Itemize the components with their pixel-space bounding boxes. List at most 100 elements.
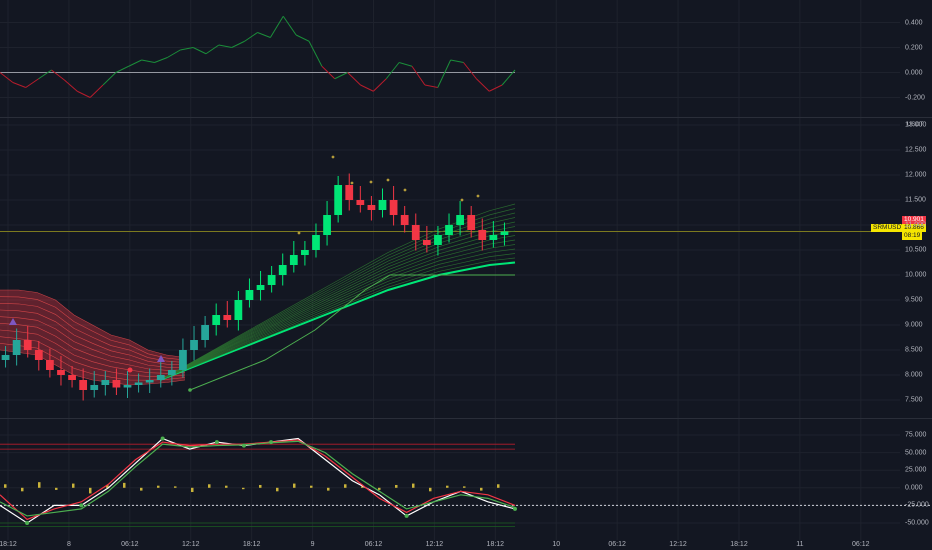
histogram-bar [140, 487, 143, 491]
y-tick-label: -50.000 [905, 519, 929, 527]
stop-line [189, 274, 515, 391]
green-ribbon-line [159, 203, 516, 381]
stochastic-line [0, 439, 516, 521]
y-tick-label: 8.000 [905, 371, 923, 379]
x-tick-label: 06:12 [364, 541, 383, 548]
y-tick-label: 11.000 [905, 221, 926, 229]
x-tick-label: 06:12 [121, 541, 139, 548]
histogram-bar [395, 484, 398, 488]
candle-body [345, 185, 354, 200]
oscillator-segment [476, 78, 490, 92]
green-ribbon-line [159, 239, 516, 381]
oscillator-segment [373, 78, 387, 92]
candle-body [34, 350, 43, 360]
candle-body [445, 225, 453, 235]
oscillator-segment [102, 72, 117, 86]
histogram-bar [21, 487, 24, 492]
histogram-bar [157, 485, 160, 488]
stop-dot [188, 388, 192, 392]
x-tick-label: 18:12 [242, 541, 261, 548]
x-tick-label: 9 [310, 541, 315, 548]
oscillator-segment [154, 57, 168, 63]
candle-body [145, 380, 154, 383]
histogram-bar [72, 483, 75, 488]
candle-body [23, 340, 32, 350]
candle-body [212, 315, 221, 325]
candle-body [489, 235, 498, 240]
symbol-badge: SRMUSDT [871, 224, 908, 232]
signal-dot [369, 180, 373, 184]
oscillator-segment [192, 47, 207, 55]
histogram-bar [497, 484, 500, 488]
candle-body [12, 340, 21, 355]
candle-body [356, 200, 365, 205]
green-ribbon-line [159, 230, 516, 381]
oscillator-segment [64, 79, 78, 92]
signal-dot [386, 178, 390, 182]
histogram-bar [463, 486, 466, 488]
x-tick-label: 11 [796, 541, 804, 548]
oscillator-segment [89, 84, 104, 98]
stochastic-line [0, 437, 516, 524]
candle-body [256, 285, 265, 290]
green-ribbon-line [159, 248, 516, 381]
green-ribbon-line [159, 226, 516, 381]
candle-body [79, 380, 88, 390]
histogram-bar [259, 484, 262, 488]
candle-body [134, 382, 143, 385]
cross-dot [404, 513, 409, 518]
oscillator-segment [463, 62, 477, 80]
oscillator-segment [77, 90, 91, 98]
oscillator-segment [321, 65, 336, 80]
candle-body [323, 215, 331, 235]
buy-signal-triangle [9, 318, 17, 325]
y-tick-label: 0.000 [905, 484, 923, 492]
histogram-bar [89, 487, 92, 494]
candle-body [46, 360, 54, 370]
candle-body [57, 370, 65, 375]
y-tick-label: 10.500 [905, 246, 927, 254]
price-badge: 10.901 [902, 216, 926, 224]
candle-body [267, 275, 276, 285]
oscillator-segment [334, 72, 348, 80]
candle-body [234, 300, 243, 320]
green-ribbon-line [159, 221, 516, 381]
green-ribbon-line [159, 244, 516, 381]
candle-body [278, 265, 287, 275]
y-tick-label: -0.200 [905, 94, 925, 101]
oscillator-segment [501, 69, 516, 86]
candle-body [411, 225, 420, 240]
histogram-bar [361, 486, 364, 488]
y-tick-label: 25.000 [905, 466, 927, 474]
histogram-bar [4, 484, 7, 488]
pane-separator-bottom[interactable] [0, 418, 932, 419]
oscillator-segment [180, 47, 194, 51]
histogram-bar [123, 482, 126, 488]
y-tick-label: 8.500 [905, 346, 923, 354]
histogram-bar [208, 484, 211, 488]
histogram-bar [106, 484, 109, 488]
x-tick-label: 12:12 [425, 541, 444, 548]
oscillator-segment [244, 32, 258, 42]
y-tick-label: 75.000 [905, 431, 927, 439]
oscillator-segment [385, 62, 400, 80]
histogram-bar [310, 485, 313, 488]
histogram-bar [429, 487, 432, 492]
y-tick-label: 7.500 [905, 396, 923, 404]
signal-dot [331, 155, 335, 159]
oscillator-segment [257, 32, 271, 38]
oscillator-segment [424, 84, 438, 88]
x-tick-label: 06:12 [852, 541, 870, 548]
candle-body [334, 185, 343, 215]
red-ribbon-line [0, 323, 186, 371]
pane-separator-top[interactable] [0, 117, 932, 118]
y-tick-label: 50.000 [905, 449, 927, 457]
candle-body [68, 375, 76, 380]
oscillator-segment [398, 62, 413, 67]
signal-dot [460, 198, 464, 202]
x-tick-label: 18:12 [486, 541, 505, 548]
oscillator-segment [205, 44, 220, 55]
y-tick-label: 0.000 [905, 69, 923, 76]
